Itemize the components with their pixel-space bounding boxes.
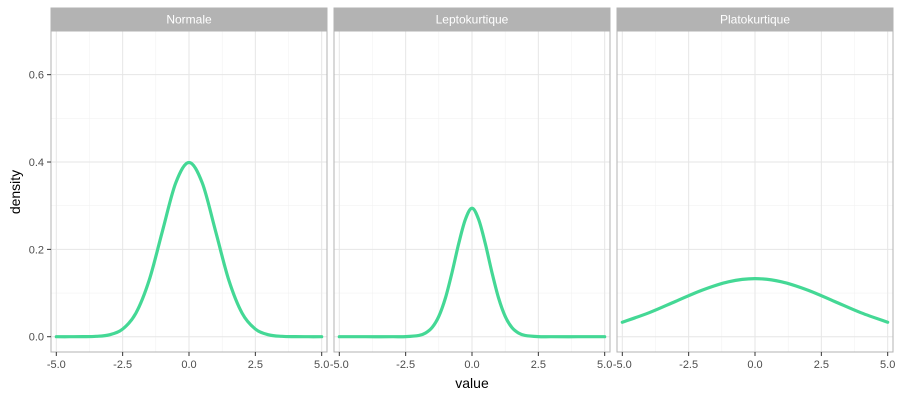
- panels-layer: Normale -5.0 -2.5 0.0 2.5 5.0 Leptokurtique -5.…: [47, 7, 895, 371]
- x-tick-label: -2.5: [679, 359, 698, 371]
- x-tick-label: 5.0: [597, 359, 612, 371]
- y-axis-title: density: [7, 170, 23, 214]
- x-tick-label: -5.0: [47, 359, 66, 371]
- x-tick-label: -5.0: [613, 359, 632, 371]
- density-line: [337, 206, 607, 339]
- x-tick-label: 2.5: [814, 359, 829, 371]
- x-tick-label: 5.0: [314, 359, 329, 371]
- y-tick-label: 0.2: [29, 244, 44, 256]
- x-tick-label: 2.5: [531, 359, 546, 371]
- x-tick-label: 0.0: [747, 359, 762, 371]
- y-tick-label: 0.6: [29, 70, 44, 82]
- x-tick-label: -5.0: [330, 359, 349, 371]
- x-tick-label: -2.5: [396, 359, 415, 371]
- x-tick-label: 0.0: [464, 359, 479, 371]
- x-axis-title: value: [455, 375, 489, 391]
- facet-panel: Leptokurtique -5.0 -2.5 0.0 2.5 5.0: [330, 7, 612, 371]
- facet-strip: [616, 7, 894, 32]
- density-line: [54, 160, 324, 339]
- facet-strip: [333, 7, 611, 32]
- y-axis: 0.0 0.2 0.4 0.6: [29, 70, 51, 344]
- facet-panel: Platokurtique -5.0 -2.5 0.0 2.5 5.0: [613, 7, 895, 371]
- x-tick-label: 2.5: [248, 359, 263, 371]
- y-tick-label: 0.0: [29, 332, 44, 344]
- facet-strip: [50, 7, 328, 32]
- facet-strip-label: Normale: [166, 13, 212, 27]
- facet-panel: Normale -5.0 -2.5 0.0 2.5 5.0: [47, 7, 329, 371]
- x-tick-label: 5.0: [880, 359, 895, 371]
- facet-strip-label: Leptokurtique: [436, 13, 509, 27]
- density-line: [620, 277, 890, 324]
- x-tick-label: -2.5: [113, 359, 132, 371]
- y-tick-label: 0.4: [29, 157, 44, 169]
- facet-strip-label: Platokurtique: [720, 13, 790, 27]
- x-tick-label: 0.0: [181, 359, 196, 371]
